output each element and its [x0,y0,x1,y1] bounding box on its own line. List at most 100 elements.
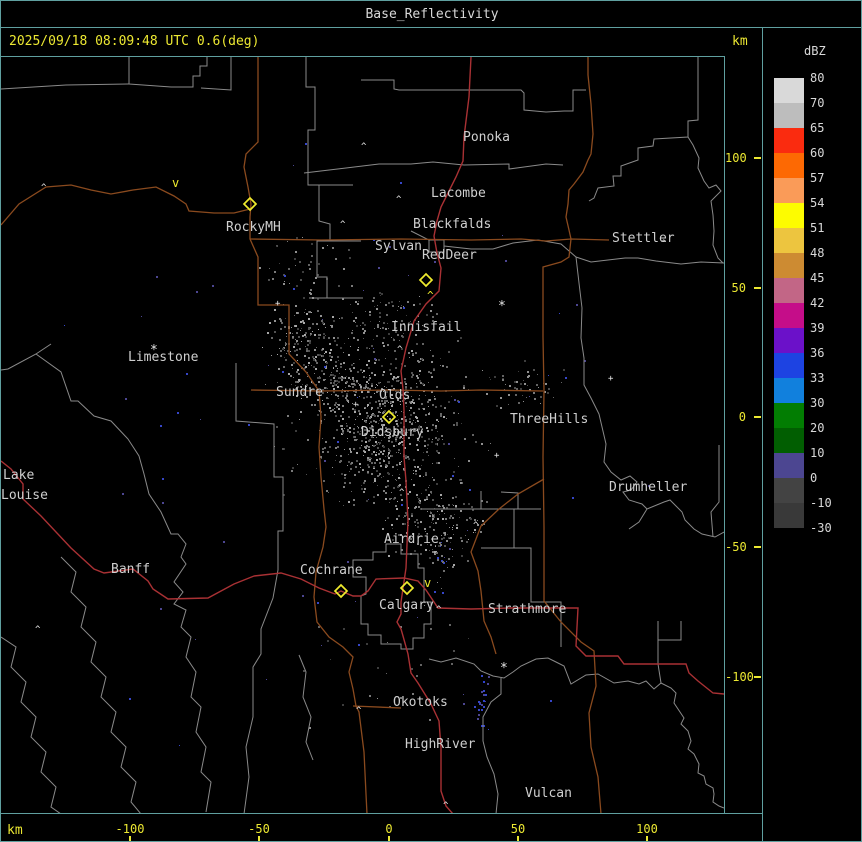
station-plus-icon: + [608,374,614,384]
legend-value-label: -10 [810,496,832,510]
city-label: Blackfalds [413,217,491,232]
x-axis-tick-mark [388,836,390,841]
summit-caret-icon: ^ [361,142,367,152]
city-label: Ponoka [463,130,510,145]
legend-value-label: 60 [810,146,825,160]
summit-caret-icon: ^ [35,625,41,635]
legend-value-label: 20 [810,421,825,435]
title-bar: Base_Reflectivity [1,1,861,28]
city-label: Banff [111,562,150,577]
wind-arrow-icon: ^ [427,289,434,302]
x-axis-tick-mark [517,836,519,841]
city-label: Limestone [128,350,199,365]
x-axis-tick-mark [129,836,131,841]
primary-highways [1,56,725,815]
legend-value-label: 54 [810,196,825,210]
summit-caret-icon: ^ [661,239,667,249]
x-axis-tick-label: 100 [636,822,658,836]
radar-map[interactable]: v v ^ ^ ^ ^ ^ ^ ^ ^ ^ ^ ^ ^ ^ * * * + + + + Ponoka Lacombe Black… [1,56,725,815]
city-label: RockyMH [226,220,281,235]
x-axis-tick-mark [646,836,648,841]
radar-map-panel: v v ^ ^ ^ ^ ^ ^ ^ ^ ^ ^ ^ ^ ^ * * * + + + + Ponoka Lacombe Black… [1,56,725,815]
station-plus-icon: + [353,400,359,410]
city-label: Sundre [276,385,323,400]
legend-color-swatch [774,328,804,353]
x-axis-tick-label: -100 [115,822,145,836]
legend-color-swatch [774,278,804,303]
range-axis-vertical: 100 50 0 -50 -100 [725,56,762,813]
info-bar: 2025/09/18 08:09:48 UTC 0.6(deg) km [1,29,861,56]
radar-site-diamond-icon [381,409,397,425]
legend-value-label: 51 [810,221,825,235]
legend-value-label: 48 [810,246,825,260]
legend-color-swatch [774,378,804,403]
city-label: Cochrane [300,563,363,578]
legend-color-swatch [774,303,804,328]
legend-color-swatch [774,153,804,178]
x-axis-tick-label: 50 [510,822,526,836]
city-label: ThreeHills [510,412,588,427]
city-label: Louise [1,488,48,503]
city-label: Stettler [612,231,675,246]
city-label: Innisfail [391,320,461,335]
legend-unit-label: dBZ [804,44,826,58]
legend-value-label: -30 [810,521,832,535]
legend-color-swatch [774,253,804,278]
legend-color-swatch [774,128,804,153]
city-label: HighRiver [405,737,476,752]
page-title: Base_Reflectivity [365,6,499,22]
city-label: RedDeer [422,248,477,263]
city-label: Sylvan [375,239,422,254]
city-label: Strathmore [488,602,566,617]
summit-caret-icon: ^ [356,706,362,716]
radar-site-diamond-icon [333,583,349,599]
summit-caret-icon: ^ [443,801,449,811]
legend-value-label: 42 [810,296,825,310]
legend-value-label: 10 [810,446,825,460]
y-axis-tick-label: 0 [738,410,746,424]
station-asterisk-icon: * [500,661,508,676]
legend-color-swatch [774,228,804,253]
legend-value-label: 65 [810,121,825,135]
y-axis-tick-mark [754,287,761,289]
radar-site-diamond-icon [418,272,434,288]
legend-color-swatch [774,478,804,503]
city-label: Lake [3,468,34,483]
summit-caret-icon: ^ [396,195,402,205]
city-label: Airdrie [384,532,439,547]
wind-arrow-icon: v [172,176,179,190]
station-asterisk-icon: * [498,299,506,314]
summit-caret-icon: ^ [436,605,442,615]
station-asterisk-icon: * [150,343,158,358]
legend-color-swatch [774,103,804,128]
summit-caret-icon: ^ [399,488,405,498]
legend-value-label: 0 [810,471,818,485]
summit-caret-icon: ^ [41,183,47,193]
station-markers: v v ^ ^ ^ ^ ^ ^ ^ ^ ^ ^ ^ ^ ^ * * * + + + + [35,142,667,811]
legend-value-label: 57 [810,171,825,185]
y-axis-tick-label: 50 [731,281,746,295]
scan-timestamp: 2025/09/18 08:09:48 UTC 0.6(deg) [9,34,260,49]
legend-color-swatch [774,78,804,103]
radar-site-diamond-icon [242,196,258,212]
legend-value-label: 45 [810,271,825,285]
legend-value-label: 70 [810,96,825,110]
city-label: Okotoks [393,695,448,710]
precipitation-echoes [64,143,650,746]
summit-caret-icon: ^ [397,345,403,355]
legend-color-swatch [774,203,804,228]
y-axis-tick-label: -50 [725,540,747,554]
legend-value-label: 30 [810,396,825,410]
legend-value-label: 36 [810,346,825,360]
radar-site-diamond-icon [399,580,415,596]
x-axis-tick-label: 0 [385,822,393,836]
legend-value-label: 33 [810,371,825,385]
legend-color-swatch [774,503,804,528]
city-label: Olds [379,388,410,403]
legend-color-swatch [774,428,804,453]
secondary-roads [1,57,610,815]
range-axis-horizontal: km -100 -50 0 50 100 [1,813,763,841]
city-label: Lacombe [431,186,486,201]
